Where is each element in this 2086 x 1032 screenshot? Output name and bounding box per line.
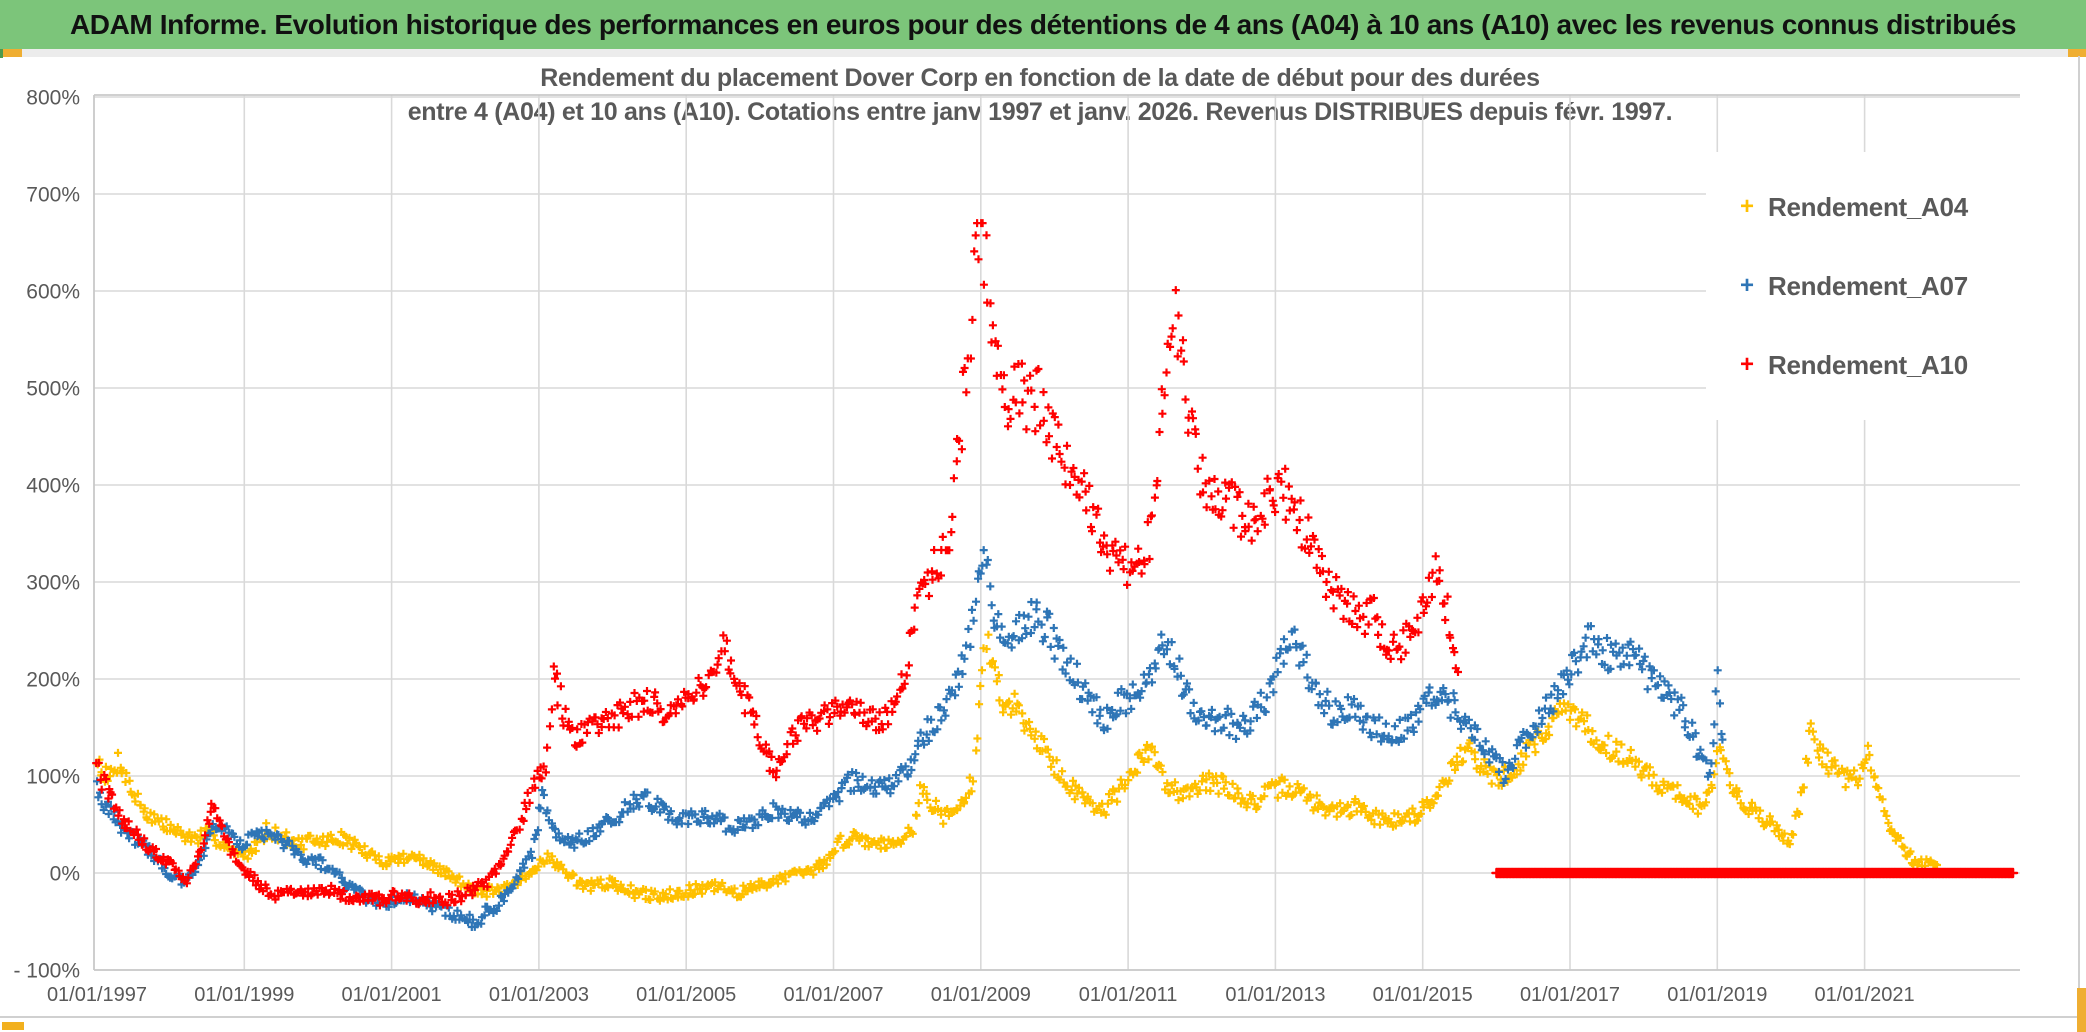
header-left-sliver [0, 49, 3, 58]
legend-entry-a04: + Rendement_A04 [1740, 192, 2078, 222]
plus-marker-icon: + [1740, 272, 1755, 299]
series-rendement_a10-flat-zero [1491, 867, 2019, 879]
series-rendement_a10 [92, 219, 1462, 910]
x-axis-tick-label: 01/01/2021 [1815, 984, 1915, 1006]
series-rendement_a07 [93, 546, 1727, 931]
accent-strip [0, 49, 2086, 57]
y-axis-tick-label: 400% [26, 475, 80, 498]
legend-label: Rendement_A10 [1768, 349, 1968, 380]
y-axis-tick-label: 300% [26, 572, 80, 595]
header-bar: ADAM Informe. Evolution historique des p… [0, 0, 2086, 49]
plus-marker-icon: + [1740, 351, 1755, 378]
x-axis-tick-label: 01/01/2011 [1079, 984, 1178, 1006]
chart-legend: + Rendement_A04 + Rendement_A07 + Rendem… [1706, 152, 2078, 420]
y-axis-tick-label: 500% [26, 378, 80, 401]
x-axis-tick-label: 01/01/2019 [1667, 984, 1767, 1006]
x-axis-tick-label: 01/01/2007 [783, 984, 883, 1006]
x-axis-tick-label: 01/01/2001 [342, 984, 442, 1006]
legend-label: Rendement_A04 [1768, 191, 1968, 222]
accent-orange-bottom-left [2, 1022, 24, 1030]
x-axis-tick-label: 01/01/2005 [636, 984, 736, 1006]
legend-label: Rendement_A07 [1768, 270, 1968, 301]
x-axis-tick-label: 01/01/1999 [194, 984, 294, 1006]
y-axis-tick-label: 200% [26, 669, 80, 692]
x-axis-tick-label: 01/01/2015 [1373, 984, 1473, 1006]
series-rendement_a04 [93, 630, 1941, 905]
legend-entry-a10: + Rendement_A10 [1740, 350, 2078, 380]
x-axis-tick-label: 01/01/2009 [931, 984, 1031, 1006]
chart-title: Rendement du placement Dover Corp en fon… [300, 61, 1780, 129]
x-axis-tick-label: 01/01/2017 [1520, 984, 1620, 1006]
accent-orange-right-edge [2077, 988, 2086, 1016]
y-axis-tick-label: 800% [26, 87, 80, 110]
chart-frame-bottom [0, 1016, 2086, 1018]
chart-title-line2: entre 4 (A04) et 10 ans (A10). Cotations… [407, 98, 1673, 126]
plus-marker-icon: + [1740, 193, 1755, 220]
accent-orange-bottom-right [2077, 1016, 2086, 1032]
accent-orange-top-left [2, 49, 22, 57]
chart-frame-right [2078, 56, 2080, 988]
legend-entry-a07: + Rendement_A07 [1740, 271, 2078, 301]
x-axis-tick-label: 01/01/1997 [47, 984, 147, 1006]
chart-title-line1: Rendement du placement Dover Corp en fon… [540, 64, 1540, 92]
y-axis-tick-label: 0% [50, 863, 80, 886]
header-title: ADAM Informe. Evolution historique des p… [69, 8, 2017, 40]
y-axis-tick-label: 600% [26, 281, 80, 304]
accent-orange-top-right [2068, 49, 2086, 57]
x-axis-tick-label: 01/01/2003 [489, 984, 589, 1006]
y-axis-tick-label: 100% [26, 766, 80, 789]
y-axis-tick-label: - 100% [13, 960, 80, 983]
x-axis-tick-label: 01/01/2013 [1225, 984, 1325, 1006]
y-axis-tick-label: 700% [26, 184, 80, 207]
